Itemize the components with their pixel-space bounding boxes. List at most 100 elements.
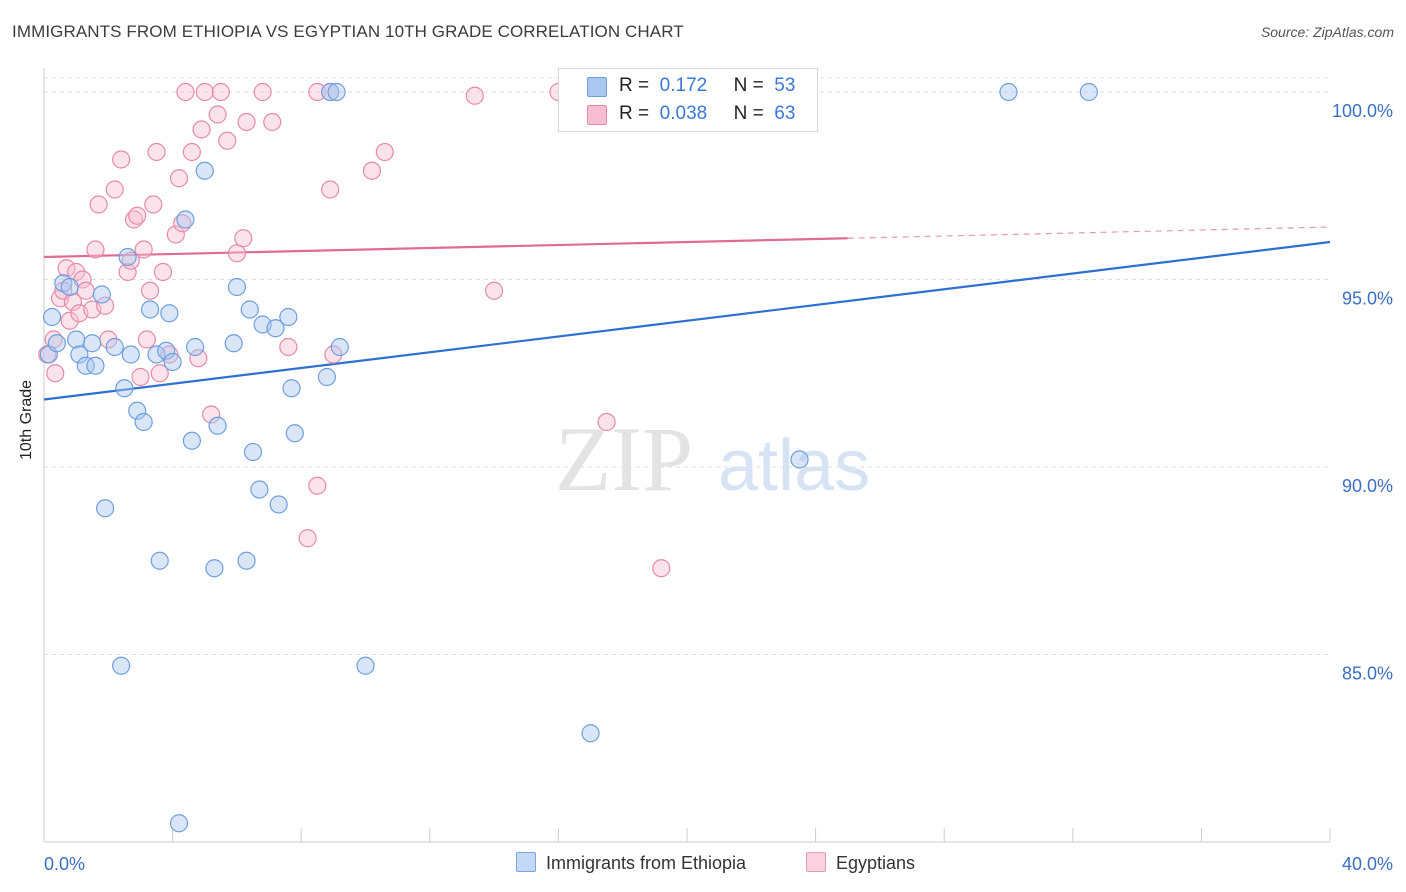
ethiopia-points [39,82,1098,833]
data-point [76,356,95,375]
legend-swatch-egyptians [806,852,826,872]
data-point [42,307,62,327]
data-point [83,334,102,353]
data-point [86,356,105,375]
chart-title: IMMIGRANTS FROM ETHIOPIA VS EGYPTIAN 10T… [12,22,684,41]
data-point [147,142,166,162]
data-point [308,82,327,102]
data-point [321,82,340,102]
trend-line-extension [847,226,1331,239]
data-point [195,82,214,102]
data-point [150,364,169,383]
data-point [465,86,484,105]
data-point [176,210,195,229]
data-point [67,262,86,282]
data-point [92,285,111,304]
y-axis-label: 10th Grade [18,379,35,460]
data-point [121,345,140,364]
data-point [76,281,95,300]
data-point [1079,82,1098,102]
data-point [46,364,65,383]
data-point [227,277,246,297]
data-point [176,82,195,102]
legend-swatch-ethiopia [516,852,536,872]
data-point [137,330,156,349]
legend-label-ethiopia: Immigrants from Ethiopia [546,853,747,873]
axis-layer [43,68,1331,843]
data-point [105,337,124,357]
data-point [266,319,285,338]
data-point [208,416,227,435]
data-point [208,105,227,124]
data-point [163,352,182,372]
r-label: R = [619,103,650,124]
source-note: Source: ZipAtlas.com [1260,24,1394,40]
data-point [597,412,616,432]
data-point [134,240,153,259]
data-point [253,82,272,102]
data-point [153,262,173,282]
data-point [140,281,160,300]
data-point [182,142,201,162]
data-point [186,337,205,357]
legend-swatch-egyptians [587,105,607,125]
data-point [182,431,201,450]
r-label: R = [619,75,650,96]
data-point [205,559,224,578]
data-point [224,334,243,353]
data-point [131,367,150,387]
y-tick-label: 100.0% [1332,101,1393,121]
n-value: 63 [774,103,796,124]
data-point [147,345,166,364]
data-point [999,82,1018,102]
data-point [327,82,346,102]
data-point [169,814,189,833]
y-tick-label: 85.0% [1342,664,1393,684]
data-point [227,244,246,263]
data-point [243,442,263,462]
data-point [144,195,163,214]
data-point [237,112,256,132]
trend-line [43,237,848,259]
data-point [95,499,115,518]
legend-swatch-ethiopia [587,77,607,97]
data-point [95,296,115,315]
data-point [321,180,340,199]
legend-item-egyptians[interactable]: Egyptians [806,852,915,874]
data-point [47,334,66,353]
data-point [285,424,304,443]
data-point [356,656,375,675]
data-point [218,131,237,150]
r-value: 0.038 [659,103,708,124]
data-point [362,161,382,180]
data-point [160,304,179,323]
watermark: ZIP atlas [555,408,870,510]
trend-line [43,240,1331,401]
n-value: 53 [774,75,796,96]
r-value: 0.172 [659,75,708,96]
trend-lines [43,226,1331,401]
data-point [790,450,809,469]
data-point [166,225,185,244]
data-point [250,480,269,499]
data-point [86,240,105,259]
data-point [63,292,83,312]
data-point [57,259,76,278]
data-point [330,337,349,357]
data-point [60,277,79,297]
data-point [140,300,160,319]
data-point [112,656,131,675]
data-point [118,262,137,282]
data-point [279,337,298,357]
data-point [234,229,253,248]
data-point [269,495,288,514]
data-point [105,180,124,199]
data-point [195,161,214,180]
y-tick-label: 95.0% [1342,289,1393,309]
legend-label-egyptians: Egyptians [836,853,916,873]
data-point [70,345,89,364]
data-point [157,341,176,360]
legend-item-ethiopia[interactable]: Immigrants from Ethiopia [516,852,746,874]
data-point [202,405,221,424]
n-label: N = [733,103,764,124]
